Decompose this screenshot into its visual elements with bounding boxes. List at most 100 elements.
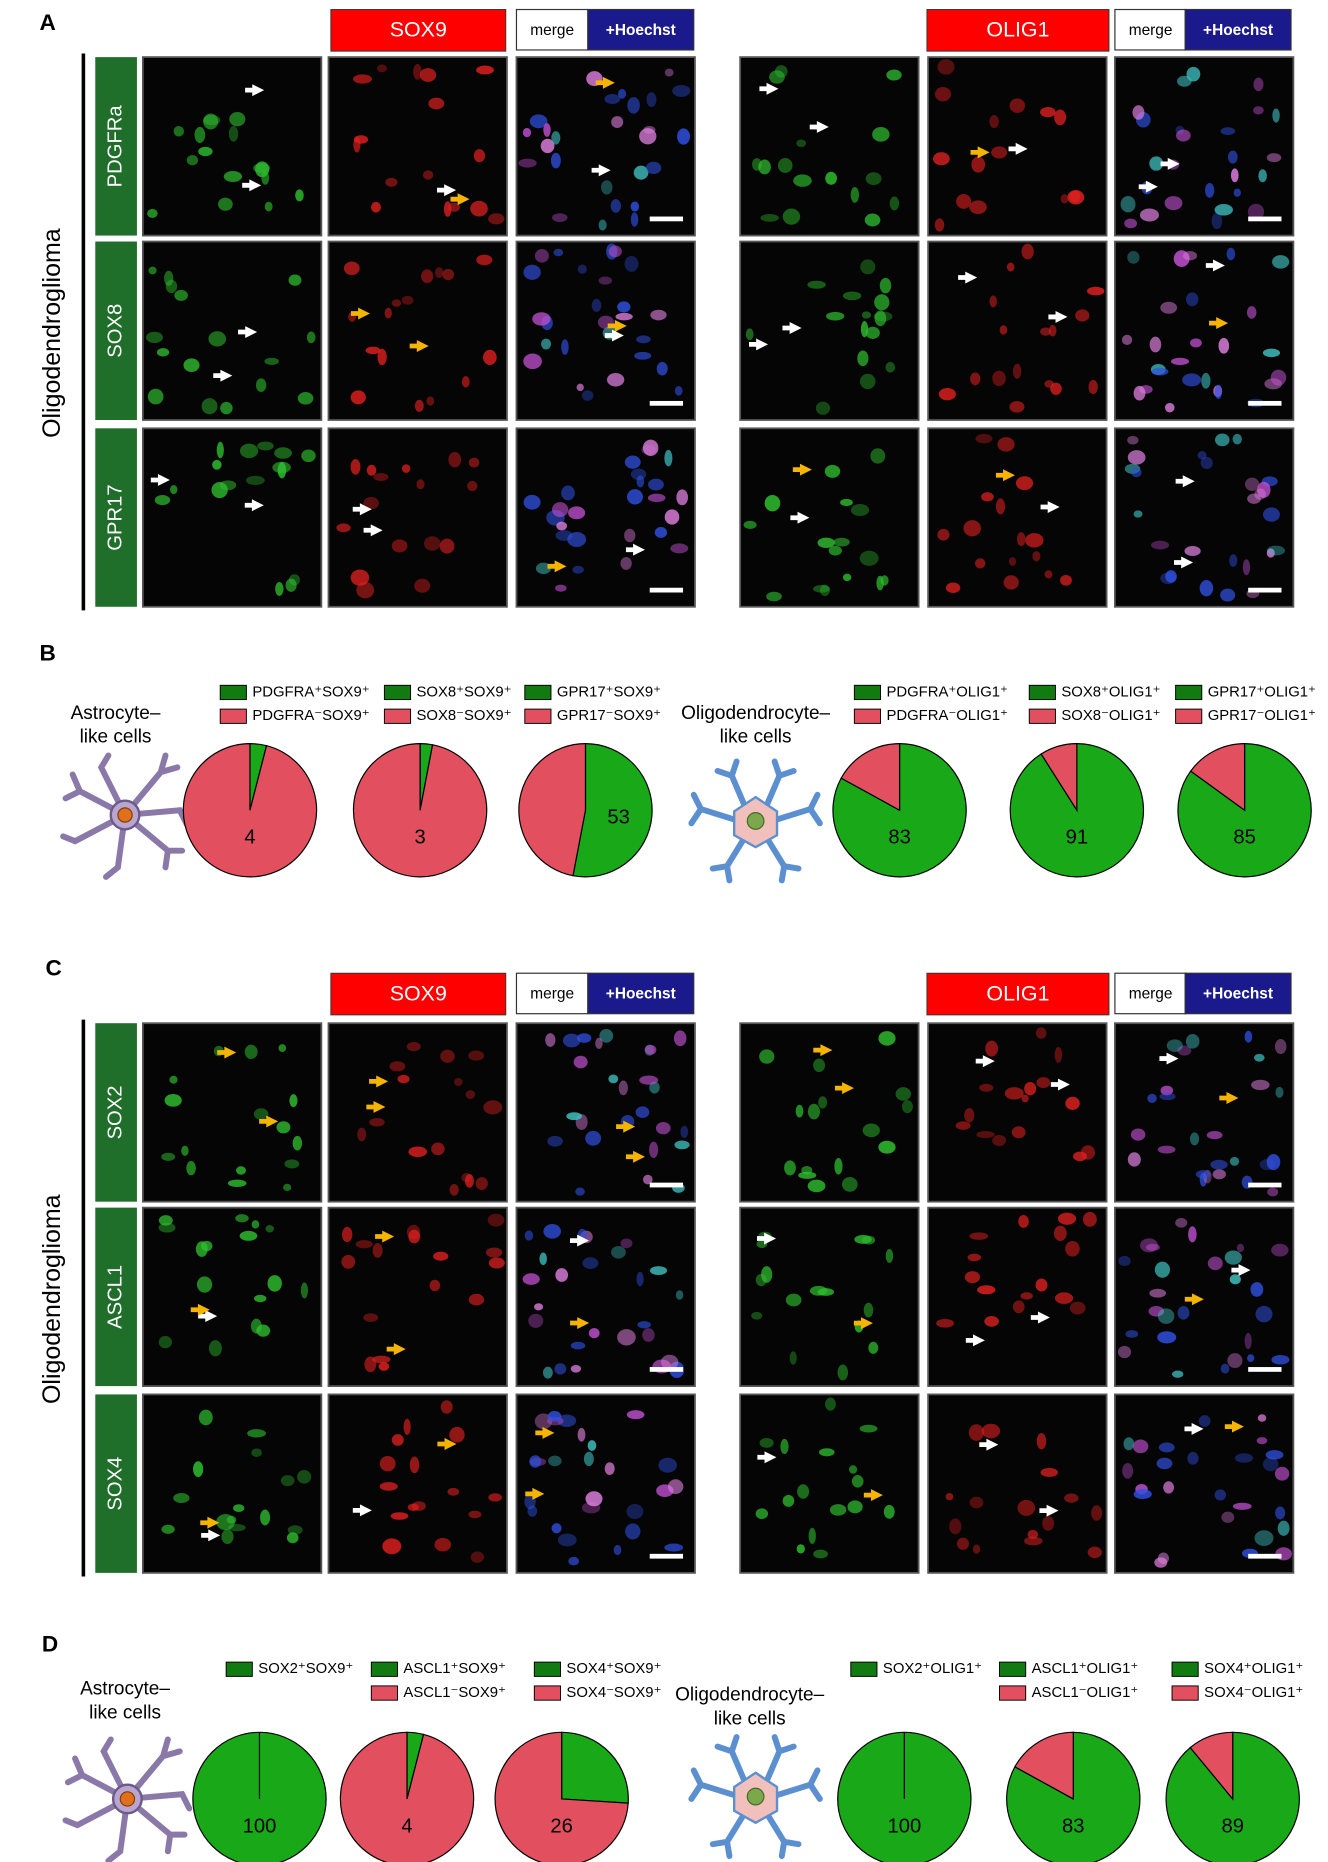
merge-header — [1114, 972, 1187, 1015]
cell — [889, 196, 900, 211]
cell — [969, 200, 987, 214]
cell — [886, 69, 902, 81]
cell — [975, 433, 993, 444]
cell — [554, 1363, 567, 1375]
cell — [353, 136, 361, 153]
micrograph — [141, 1393, 323, 1574]
cell — [433, 1251, 449, 1261]
cell — [1017, 1499, 1036, 1516]
cell — [468, 1510, 482, 1519]
cell — [557, 1533, 577, 1547]
cell — [613, 1544, 622, 1556]
cell — [1127, 1152, 1141, 1167]
cell — [1120, 195, 1136, 213]
micrograph — [927, 1393, 1108, 1574]
cell — [1127, 435, 1139, 445]
cell — [164, 1094, 182, 1107]
cell — [448, 202, 460, 212]
cell — [807, 1103, 820, 1120]
arrow — [756, 1232, 777, 1245]
micrograph-bg — [739, 240, 920, 421]
cell — [1011, 1126, 1026, 1139]
micrograph-bg — [1114, 1022, 1295, 1203]
cell — [817, 1288, 834, 1296]
cell — [1185, 292, 1199, 307]
channel-header — [330, 972, 507, 1016]
cell — [470, 200, 488, 217]
cell — [991, 146, 1008, 159]
cell — [1157, 1308, 1175, 1324]
legend-swatch — [533, 1661, 561, 1677]
legend-label: PDGFRA⁻OLIG1⁺ — [886, 708, 1007, 724]
legend-swatch — [999, 1661, 1027, 1677]
astrocyte-icon — [63, 756, 187, 877]
cell — [842, 573, 852, 582]
cell — [654, 526, 668, 538]
oligodendrocyte-icon — [691, 761, 819, 880]
cell — [932, 152, 950, 166]
cell — [422, 170, 434, 180]
micrograph — [515, 1393, 696, 1574]
micrograph-bg — [927, 1022, 1108, 1203]
cell — [1229, 1274, 1241, 1285]
micrograph — [515, 1206, 696, 1387]
cell — [1027, 1529, 1039, 1539]
cell — [656, 361, 668, 376]
cell — [1091, 1505, 1103, 1521]
cell — [423, 536, 441, 551]
cell — [1036, 1077, 1051, 1088]
cell — [1132, 105, 1145, 120]
cell — [429, 1279, 441, 1292]
legend-swatch — [853, 684, 882, 701]
cell — [945, 582, 961, 593]
cell — [403, 1418, 411, 1435]
cell — [1044, 570, 1053, 579]
cell — [1040, 107, 1056, 118]
arrow — [790, 511, 810, 524]
cell — [674, 385, 683, 396]
micrograph — [1114, 1022, 1295, 1203]
micrograph — [515, 427, 696, 608]
pie-slice — [1189, 743, 1246, 812]
cell — [1015, 476, 1034, 491]
cell — [977, 1285, 996, 1295]
hoechst-label: +Hoechst — [606, 986, 676, 1003]
cell — [1160, 1085, 1174, 1096]
legend-swatch — [1171, 1685, 1199, 1701]
legend-label: PDGFRA⁻SOX9⁺ — [252, 708, 369, 724]
cell — [949, 1518, 962, 1535]
cell — [1251, 1079, 1270, 1091]
micrograph — [739, 56, 920, 237]
cell — [442, 268, 455, 281]
cell — [562, 1033, 581, 1048]
cell — [465, 1090, 476, 1099]
cell — [407, 1503, 419, 1511]
legend-label: SOX8⁻SOX9⁺ — [417, 708, 512, 724]
cell — [1257, 481, 1271, 498]
cell — [895, 1087, 911, 1101]
cell — [1147, 1093, 1157, 1103]
cell — [674, 1140, 690, 1150]
cell — [1184, 546, 1201, 556]
cell — [1244, 1030, 1253, 1043]
cell — [595, 1037, 603, 1049]
cell — [428, 97, 445, 110]
pie-value-label: 100 — [243, 1815, 277, 1837]
cell — [675, 1290, 684, 1300]
cell — [255, 378, 267, 392]
hoechst-label: +Hoechst — [1203, 22, 1273, 39]
cell — [885, 361, 896, 373]
micrograph — [739, 1022, 920, 1203]
cell — [543, 123, 551, 137]
micrograph — [141, 240, 323, 421]
cell — [551, 502, 569, 518]
cell — [1060, 574, 1072, 586]
cell — [610, 199, 621, 213]
cell — [421, 269, 434, 284]
cell — [541, 338, 552, 350]
cell — [390, 1512, 409, 1520]
cell — [624, 528, 636, 543]
cell — [969, 1496, 984, 1509]
cell — [1247, 203, 1265, 221]
cell — [1054, 1292, 1074, 1304]
